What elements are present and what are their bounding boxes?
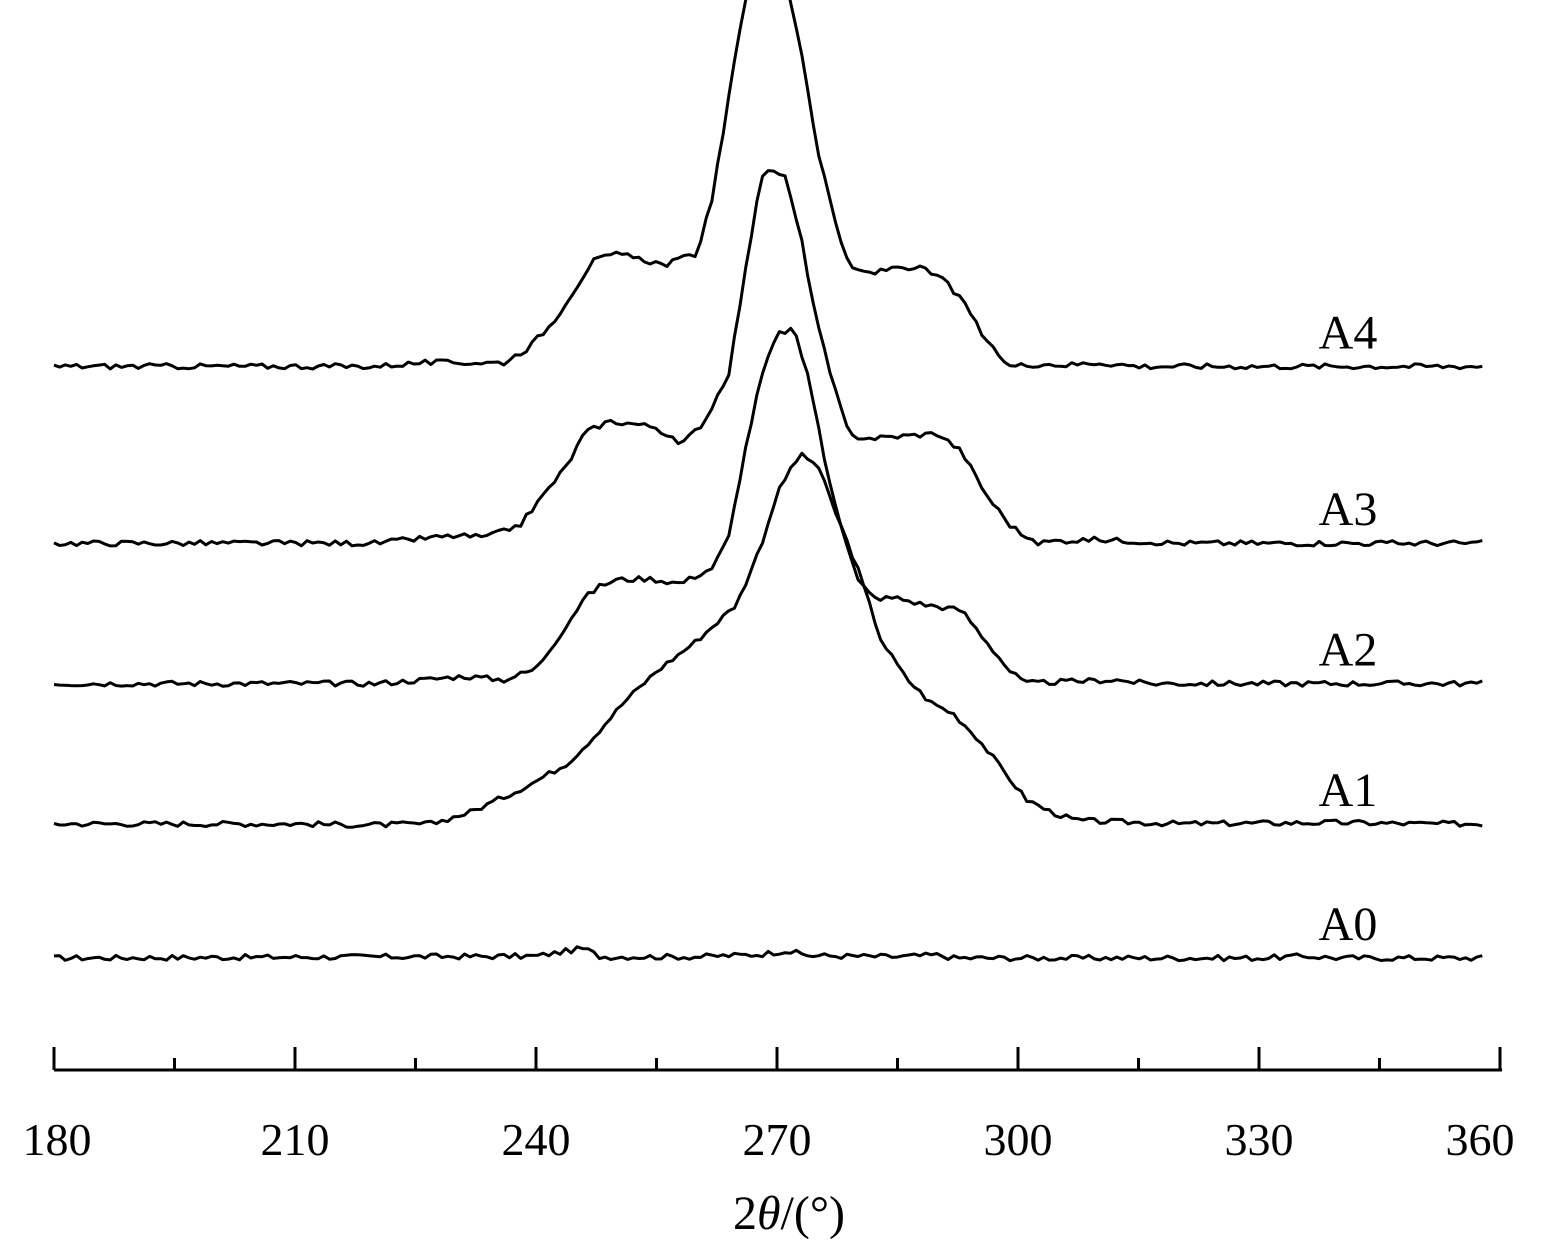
series-line-a4	[53, 0, 1483, 371]
series-label-a3: A3	[1319, 483, 1378, 536]
series-label-a1: A1	[1319, 764, 1378, 817]
x-tick-label: 330	[1225, 1114, 1294, 1165]
series-label-a2: A2	[1319, 624, 1378, 677]
x-axis: 180 210 240 270 300 330 360	[23, 1047, 1515, 1165]
series-line-a2	[53, 326, 1483, 688]
series-label-a0: A0	[1319, 898, 1378, 951]
x-tick-label: 270	[743, 1114, 812, 1165]
x-tick-label: 360	[1446, 1114, 1515, 1165]
x-tick-group: 180 210 240 270 300 330 360	[23, 1047, 1515, 1165]
x-tick-label: 300	[984, 1114, 1053, 1165]
series-line-a3	[53, 169, 1483, 548]
series-line-a0	[53, 945, 1483, 963]
x-tick-label: 180	[23, 1114, 92, 1165]
x-tick-label: 210	[261, 1114, 330, 1165]
series-line-a1	[53, 451, 1483, 829]
x-tick-label: 240	[502, 1114, 571, 1165]
series-label-a4: A4	[1319, 306, 1378, 359]
curve-label-group: A0 A1 A2 A3 A4	[1319, 306, 1378, 951]
curve-group	[53, 0, 1483, 963]
x-axis-title: 2θ/(°)	[733, 1187, 845, 1240]
